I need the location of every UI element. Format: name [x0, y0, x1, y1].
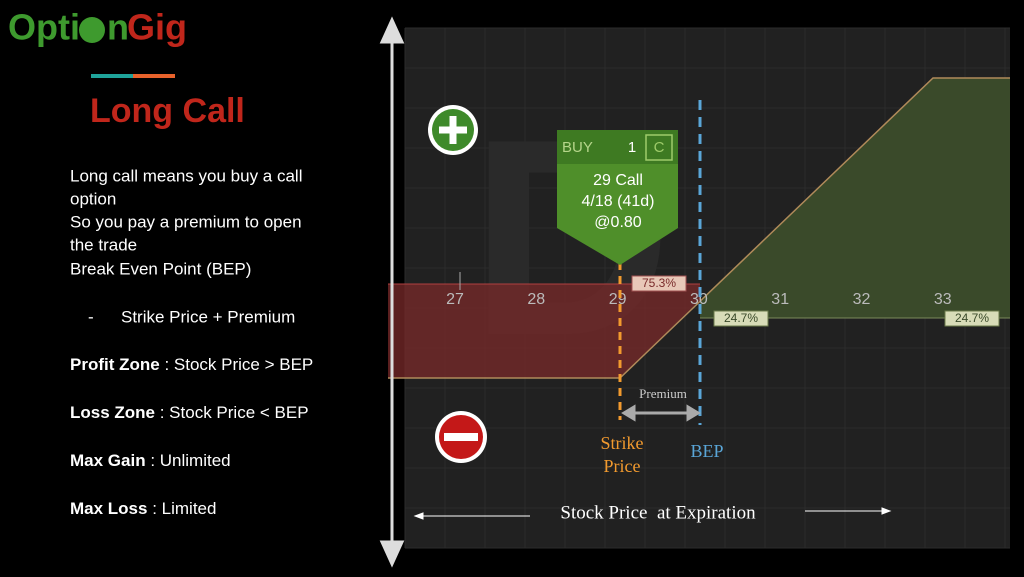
axis-tick-label: 28	[527, 291, 545, 308]
fact: Max Loss : Limited	[70, 499, 216, 518]
order-side: BUY	[562, 139, 593, 156]
fact-text: : Stock Price < BEP	[155, 403, 309, 422]
badge	[944, 310, 1000, 327]
strike-label: Price	[604, 456, 641, 476]
fact-label: Max Gain	[70, 451, 146, 470]
axis-arrows	[413, 507, 892, 520]
strike-label: Strike	[601, 433, 644, 453]
description-line: So you pay a premium to open	[70, 212, 302, 231]
order-expiry: 4/18 (41d)	[582, 193, 655, 210]
fact-label: Profit Zone	[70, 355, 160, 374]
bullet-text: Strike Price + Premium	[121, 307, 295, 326]
fact-label: Max Loss	[70, 499, 147, 518]
axis-tick-label: 31	[771, 291, 789, 308]
order-kind: C	[654, 139, 665, 156]
fact: Profit Zone : Stock Price > BEP	[70, 355, 313, 374]
axis-tick-label: 30	[690, 291, 708, 308]
x-axis-label: Stock Price at Expiration	[560, 502, 756, 523]
badge-text: 75.3%	[642, 276, 676, 290]
logo-right: Gig	[127, 7, 187, 48]
description-line: option	[70, 189, 116, 208]
profit-zone	[700, 78, 1010, 318]
bullet-marker: -	[88, 307, 94, 326]
fact-text: : Limited	[147, 499, 216, 518]
fact-text: : Stock Price > BEP	[160, 355, 314, 374]
axis-tick-label: 32	[853, 291, 871, 308]
vertical-arrow	[379, 16, 405, 568]
axis-tick-label: 27	[446, 291, 464, 308]
fact: Loss Zone : Stock Price < BEP	[70, 403, 309, 422]
loss-zone	[388, 284, 700, 378]
premium-label: Premium	[639, 386, 687, 401]
fact: Max Gain : Unlimited	[70, 451, 231, 470]
description-line: Long call means you buy a call	[70, 166, 302, 185]
fact-label: Loss Zone	[70, 403, 155, 422]
fact-text: : Unlimited	[146, 451, 231, 470]
order-price: @0.80	[594, 214, 641, 231]
minus-icon	[444, 433, 478, 441]
order-kind-box	[645, 134, 673, 161]
accent	[133, 74, 175, 78]
description-line: Break Even Point (BEP)	[70, 259, 251, 278]
logo-left: Opti	[8, 7, 80, 48]
order-qty: 1	[628, 139, 636, 156]
order-contract: 29 Call	[593, 172, 643, 189]
title: Long Call	[90, 92, 245, 130]
badge	[631, 275, 687, 292]
logo-icon	[79, 17, 105, 43]
badge	[713, 310, 769, 327]
logo-middle: n	[107, 7, 129, 48]
axis-tick-label: 33	[934, 291, 952, 308]
plus-icon	[439, 116, 467, 144]
payoff-line	[388, 77, 1010, 379]
premium-arrow	[621, 404, 701, 422]
axis-tick-label: 29	[609, 291, 627, 308]
accent	[91, 74, 133, 78]
badge-text: 24.7%	[724, 311, 758, 325]
badge-text: 24.7%	[955, 311, 989, 325]
description-line: the trade	[70, 235, 137, 254]
bep-label: BEP	[690, 441, 723, 461]
